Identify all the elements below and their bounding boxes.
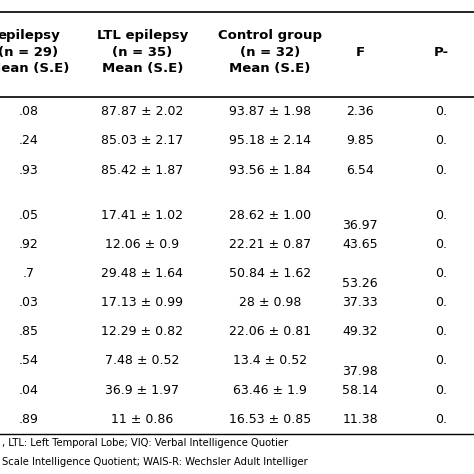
Text: 2.36: 2.36 bbox=[346, 105, 374, 118]
Text: 7.48 ± 0.52: 7.48 ± 0.52 bbox=[105, 355, 179, 367]
Text: 12.06 ± 0.9: 12.06 ± 0.9 bbox=[105, 238, 179, 251]
Text: 0.: 0. bbox=[435, 325, 447, 338]
Text: 0.: 0. bbox=[435, 164, 447, 176]
Text: 85.03 ± 2.17: 85.03 ± 2.17 bbox=[101, 134, 183, 147]
Text: 49.32: 49.32 bbox=[343, 325, 378, 338]
Text: 11.38: 11.38 bbox=[342, 413, 378, 426]
Text: 22.06 ± 0.81: 22.06 ± 0.81 bbox=[229, 325, 311, 338]
Text: 95.18 ± 2.14: 95.18 ± 2.14 bbox=[229, 134, 311, 147]
Text: 22.21 ± 0.87: 22.21 ± 0.87 bbox=[229, 238, 311, 251]
Text: 28 ± 0.98: 28 ± 0.98 bbox=[239, 296, 301, 309]
Text: 9.85: 9.85 bbox=[346, 134, 374, 147]
Text: 0.: 0. bbox=[435, 134, 447, 147]
Text: 0.: 0. bbox=[435, 355, 447, 367]
Text: .92: .92 bbox=[18, 238, 38, 251]
Text: LTL epilepsy
(n = 35)
Mean (S.E): LTL epilepsy (n = 35) Mean (S.E) bbox=[97, 29, 188, 75]
Text: .24: .24 bbox=[18, 134, 38, 147]
Text: 63.46 ± 1.9: 63.46 ± 1.9 bbox=[233, 383, 307, 397]
Text: 43.65: 43.65 bbox=[342, 238, 378, 251]
Text: 0.: 0. bbox=[435, 296, 447, 309]
Text: 0.: 0. bbox=[435, 209, 447, 222]
Text: 0.: 0. bbox=[435, 105, 447, 118]
Text: 37.98: 37.98 bbox=[342, 365, 378, 378]
Text: 17.13 ± 0.99: 17.13 ± 0.99 bbox=[101, 296, 183, 309]
Text: .05: .05 bbox=[18, 209, 38, 222]
Text: .03: .03 bbox=[18, 296, 38, 309]
Text: epilepsy
(n = 29)
Mean (S.E): epilepsy (n = 29) Mean (S.E) bbox=[0, 29, 69, 75]
Text: 0.: 0. bbox=[435, 383, 447, 397]
Text: 36.97: 36.97 bbox=[342, 219, 378, 232]
Text: Control group
(n = 32)
Mean (S.E): Control group (n = 32) Mean (S.E) bbox=[218, 29, 322, 75]
Text: .54: .54 bbox=[18, 355, 38, 367]
Text: 36.9 ± 1.97: 36.9 ± 1.97 bbox=[105, 383, 179, 397]
Text: .04: .04 bbox=[18, 383, 38, 397]
Text: 58.14: 58.14 bbox=[342, 383, 378, 397]
Text: 16.53 ± 0.85: 16.53 ± 0.85 bbox=[229, 413, 311, 426]
Text: , LTL: Left Temporal Lobe; VIQ: Verbal Intelligence Quotier: , LTL: Left Temporal Lobe; VIQ: Verbal I… bbox=[2, 438, 289, 448]
Text: 85.42 ± 1.87: 85.42 ± 1.87 bbox=[101, 164, 183, 176]
Text: .89: .89 bbox=[18, 413, 38, 426]
Text: 0.: 0. bbox=[435, 413, 447, 426]
Text: F: F bbox=[356, 46, 365, 59]
Text: 87.87 ± 2.02: 87.87 ± 2.02 bbox=[101, 105, 183, 118]
Text: 53.26: 53.26 bbox=[342, 277, 378, 290]
Text: .93: .93 bbox=[18, 164, 38, 176]
Text: .08: .08 bbox=[18, 105, 38, 118]
Text: 0.: 0. bbox=[435, 267, 447, 280]
Text: .7: .7 bbox=[22, 267, 35, 280]
Text: 0.: 0. bbox=[435, 238, 447, 251]
Text: 6.54: 6.54 bbox=[346, 164, 374, 176]
Text: P-: P- bbox=[433, 46, 448, 59]
Text: 93.56 ± 1.84: 93.56 ± 1.84 bbox=[229, 164, 311, 176]
Text: 29.48 ± 1.64: 29.48 ± 1.64 bbox=[101, 267, 183, 280]
Text: 28.62 ± 1.00: 28.62 ± 1.00 bbox=[229, 209, 311, 222]
Text: .85: .85 bbox=[18, 325, 38, 338]
Text: 50.84 ± 1.62: 50.84 ± 1.62 bbox=[229, 267, 311, 280]
Text: 93.87 ± 1.98: 93.87 ± 1.98 bbox=[229, 105, 311, 118]
Text: 17.41 ± 1.02: 17.41 ± 1.02 bbox=[101, 209, 183, 222]
Text: 37.33: 37.33 bbox=[342, 296, 378, 309]
Text: 13.4 ± 0.52: 13.4 ± 0.52 bbox=[233, 355, 307, 367]
Text: 11 ± 0.86: 11 ± 0.86 bbox=[111, 413, 173, 426]
Text: Scale Intelligence Quotient; WAIS-R: Wechsler Adult Intelliger: Scale Intelligence Quotient; WAIS-R: Wec… bbox=[2, 457, 308, 467]
Text: 12.29 ± 0.82: 12.29 ± 0.82 bbox=[101, 325, 183, 338]
